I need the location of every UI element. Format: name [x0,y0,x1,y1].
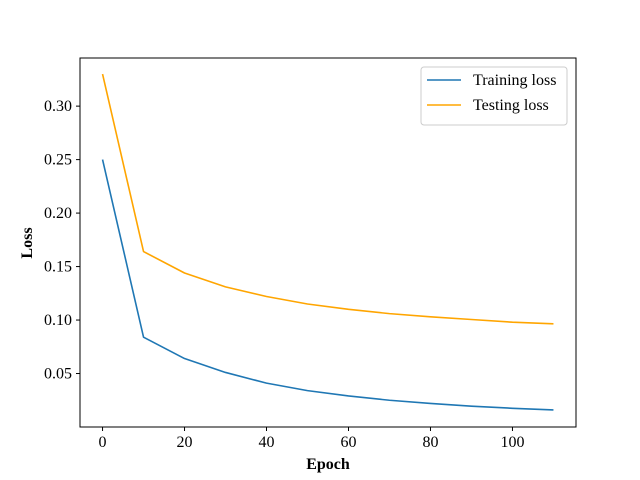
legend-label: Training loss [473,72,556,89]
y-tick-label: 0.30 [44,98,72,115]
series-line-testing-loss [101,73,554,325]
legend: Training loss Testing loss [420,66,568,126]
y-tick-label: 0.25 [44,152,72,169]
axes-frame [79,57,577,428]
x-tick-label: 100 [500,434,524,451]
x-tick-label: 80 [422,434,438,451]
y-tick-label: 0.20 [44,205,72,222]
x-axis: 0 20 40 60 80 100 [99,427,524,451]
x-tick-label: 40 [259,434,275,451]
legend-label: Testing loss [473,97,549,114]
legend-box [420,66,568,126]
x-tick-label: 60 [340,434,356,451]
y-tick-label: 0.10 [44,312,72,329]
y-tick-label: 0.15 [44,259,72,276]
y-axis-label: Loss [19,227,36,258]
y-axis: 0.05 0.10 0.15 0.20 0.25 0.30 [44,98,80,383]
y-tick-label: 0.05 [44,366,72,383]
x-tick-label: 0 [99,434,107,451]
plot-area [101,73,554,411]
x-axis-label: Epoch [306,456,350,473]
x-tick-label: 20 [177,434,193,451]
series-line-training-loss [101,159,554,411]
